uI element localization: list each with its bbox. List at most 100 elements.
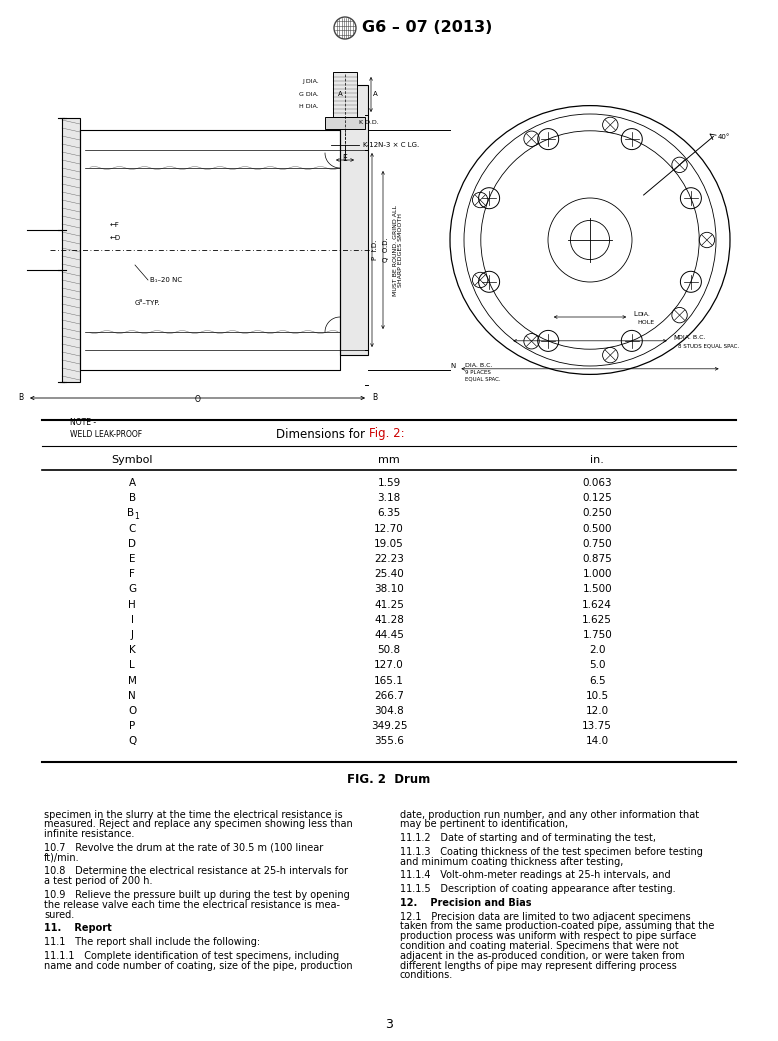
Text: 5.0: 5.0 [589,660,605,670]
Text: O: O [194,395,201,404]
Text: 50.8: 50.8 [377,645,401,655]
Text: B: B [18,393,23,403]
Text: 10.7 Revolve the drum at the rate of 30.5 m (100 linear: 10.7 Revolve the drum at the rate of 30.… [44,843,323,853]
Text: 2.0: 2.0 [589,645,605,655]
Text: Gᴮ–TYP.: Gᴮ–TYP. [135,300,160,306]
Text: 1.500: 1.500 [583,584,612,594]
Text: D: D [128,539,136,549]
Text: 0.750: 0.750 [583,539,612,549]
Text: condition and coating material. Specimens that were not: condition and coating material. Specimen… [400,941,678,950]
Text: MUST BE ROUND. GRIND ALL
SHARP EDGES SMOOTH: MUST BE ROUND. GRIND ALL SHARP EDGES SMO… [393,204,404,296]
Text: sured.: sured. [44,910,74,919]
Text: 12.  Precision and Bias: 12. Precision and Bias [400,897,531,908]
Text: A: A [338,91,343,97]
Text: ←F: ←F [110,222,120,228]
Text: 0.125: 0.125 [582,493,612,503]
Text: WELD LEAK-PROOF: WELD LEAK-PROOF [70,430,142,439]
Text: F: F [129,569,135,579]
Text: 9 PLACES: 9 PLACES [465,371,491,376]
Text: in.: in. [591,455,605,465]
Text: 11.1.3 Coating thickness of the test specimen before testing: 11.1.3 Coating thickness of the test spe… [400,846,703,857]
Text: infinite resistance.: infinite resistance. [44,830,135,839]
Text: E: E [342,154,347,163]
Text: 25.40: 25.40 [374,569,404,579]
Text: K O.D.: K O.D. [359,121,379,126]
Text: L: L [633,311,637,318]
Text: 12.1 Precision data are limited to two adjacent specimens: 12.1 Precision data are limited to two a… [400,912,691,921]
Text: 165.1: 165.1 [374,676,404,686]
Text: L: L [129,660,135,670]
Text: 0.250: 0.250 [583,508,612,518]
Text: B: B [127,508,134,518]
Text: 266.7: 266.7 [374,691,404,701]
Text: N: N [450,363,455,369]
Text: 1.624: 1.624 [582,600,612,610]
Text: 19.05: 19.05 [374,539,404,549]
Text: B: B [372,393,377,403]
Text: M: M [674,335,680,340]
Text: different lengths of pipe may represent differing process: different lengths of pipe may represent … [400,961,677,970]
Text: EQUAL SPAC.: EQUAL SPAC. [465,376,501,381]
Text: K: K [129,645,135,655]
Text: DIA. B.C.: DIA. B.C. [678,335,706,340]
Text: K-12N-3 × C LG.: K-12N-3 × C LG. [363,142,419,148]
Text: NOTE -: NOTE - [70,418,96,427]
Text: Fig. 2:: Fig. 2: [369,428,405,440]
Text: H: H [128,600,136,610]
Text: 41.25: 41.25 [374,600,404,610]
Text: Symbol: Symbol [111,455,153,465]
Text: the release valve each time the electrical resistance is mea-: the release valve each time the electric… [44,899,340,910]
Text: Q  O.D.: Q O.D. [383,237,389,262]
Circle shape [334,17,356,39]
Text: 11.  Report: 11. Report [44,923,112,934]
Text: A: A [373,91,378,97]
Bar [62,118,80,382]
Text: ←D: ←D [110,235,121,242]
Text: a test period of 200 h.: a test period of 200 h. [44,877,152,886]
Text: E: E [129,554,135,564]
Text: 41.28: 41.28 [374,615,404,625]
Text: G: G [128,584,136,594]
Text: A: A [128,478,136,488]
Text: 10.5: 10.5 [586,691,608,701]
Text: 0.500: 0.500 [583,524,612,534]
Text: 0.063: 0.063 [583,478,612,488]
Text: 355.6: 355.6 [374,736,404,746]
Text: I: I [131,615,134,625]
Text: N: N [128,691,136,701]
Bar [325,117,365,129]
Text: 1.750: 1.750 [582,630,612,640]
Text: 22.23: 22.23 [374,554,404,564]
Text: production process was uniform with respect to pipe surface: production process was uniform with resp… [400,931,696,941]
Text: 11.1.5 Description of coating appearance after testing.: 11.1.5 Description of coating appearance… [400,884,675,894]
Text: 40°: 40° [717,133,730,139]
Text: Q: Q [128,736,136,746]
Text: B₁–20 NC: B₁–20 NC [150,277,182,283]
Text: 3: 3 [385,1018,393,1032]
Text: 14.0: 14.0 [586,736,608,746]
Text: 349.25: 349.25 [371,721,407,731]
Text: measured. Reject and replace any specimen showing less than: measured. Reject and replace any specime… [44,819,352,830]
Text: 10.9 Relieve the pressure built up during the test by opening: 10.9 Relieve the pressure built up durin… [44,890,350,900]
Text: 12.0: 12.0 [586,706,608,716]
Text: ft)/min.: ft)/min. [44,853,79,863]
Text: P: P [129,721,135,731]
Text: G DIA.: G DIA. [300,92,319,97]
Text: 304.8: 304.8 [374,706,404,716]
Text: Dimensions for: Dimensions for [276,428,369,440]
Text: 1: 1 [134,512,138,520]
Text: DIA. B.C.: DIA. B.C. [465,363,493,369]
Text: 38.10: 38.10 [374,584,404,594]
Text: 11.1.1 Complete identification of test specimens, including: 11.1.1 Complete identification of test s… [44,950,339,961]
Text: 11.1 The report shall include the following:: 11.1 The report shall include the follow… [44,937,260,947]
Text: may be pertinent to identification,: may be pertinent to identification, [400,819,568,830]
Text: 6.5: 6.5 [589,676,605,686]
Text: 1.625: 1.625 [582,615,612,625]
Text: date, production run number, and any other information that: date, production run number, and any oth… [400,810,699,819]
Text: 8 STUDS EQUAL SPAC.: 8 STUDS EQUAL SPAC. [678,344,739,349]
Text: P  I.D.: P I.D. [372,239,378,260]
Text: 127.0: 127.0 [374,660,404,670]
Text: mm: mm [378,455,400,465]
Text: J DIA.: J DIA. [302,79,319,84]
Text: HOLE: HOLE [637,320,654,325]
